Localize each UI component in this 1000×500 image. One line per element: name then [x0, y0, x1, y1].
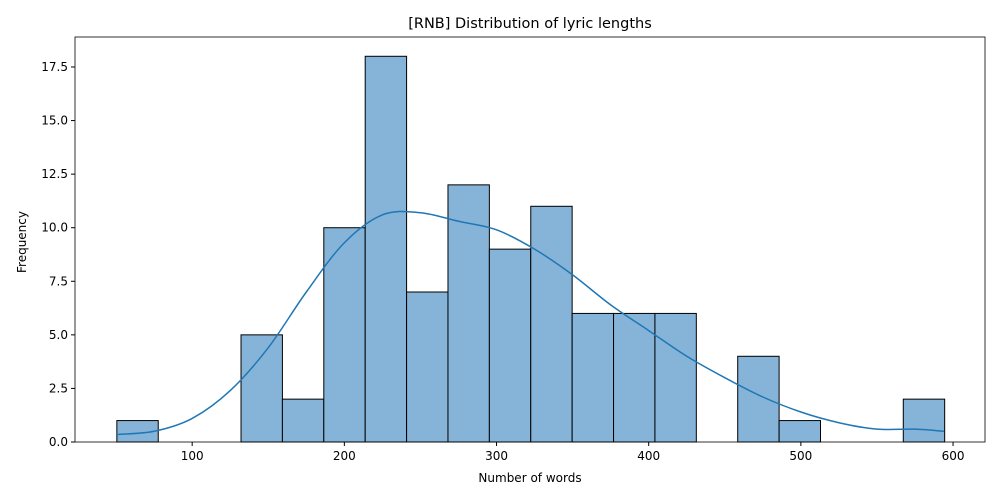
histogram-bar	[530, 205, 573, 443]
plot-frame	[74, 36, 986, 443]
histogram-bar	[488, 248, 532, 443]
histogram-bar	[364, 55, 408, 443]
kde-line	[116, 210, 944, 436]
histogram-bar	[902, 398, 946, 443]
y-axis-label: Frequency	[15, 211, 29, 273]
histogram-bar	[654, 312, 697, 443]
x-tick-label: 100	[181, 449, 204, 463]
histogram-bar	[323, 227, 366, 443]
x-tick-label: 300	[485, 449, 508, 463]
histogram-bar	[737, 355, 780, 443]
y-tick-label: 10.0	[41, 221, 68, 235]
histogram-bar	[613, 312, 656, 443]
y-tick-label: 15.0	[41, 114, 68, 128]
x-axis-label: Number of words	[478, 471, 581, 485]
x-tick-label: 200	[333, 449, 356, 463]
chart-title: [RNB] Distribution of lyric lengths	[408, 16, 652, 32]
histogram-bar	[778, 420, 822, 443]
x-tick-label: 500	[789, 449, 812, 463]
x-tick-label: 400	[637, 449, 660, 463]
y-tick-label: 7.5	[49, 274, 68, 288]
histogram-bar	[571, 312, 615, 443]
y-tick-label: 2.5	[49, 381, 68, 395]
y-axis-ticks: 0.0 2.5 5.0 7.5 10.0 12.5 15.0 17.5	[41, 60, 75, 449]
x-tick-label: 600	[942, 449, 965, 463]
histogram-bar	[447, 184, 490, 443]
histogram-bar	[406, 291, 449, 443]
histogram-bar	[281, 398, 325, 443]
y-tick-label: 5.0	[49, 328, 68, 342]
y-tick-label: 0.0	[49, 435, 68, 449]
x-axis-ticks: 100 200 300 400 500 600	[181, 442, 965, 463]
y-tick-label: 12.5	[41, 167, 68, 181]
y-tick-label: 17.5	[41, 60, 68, 74]
bars-layer	[116, 55, 946, 443]
histogram-bar	[240, 334, 283, 443]
